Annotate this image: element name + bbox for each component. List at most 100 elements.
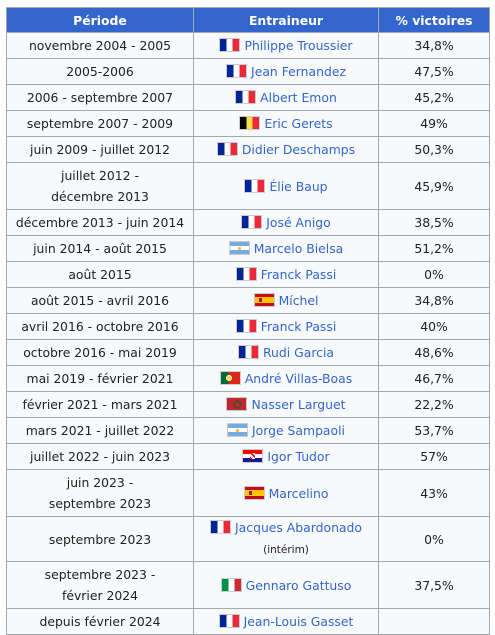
period-text: juillet 2012 - décembre 2013	[51, 168, 149, 204]
period-text: mai 2019 - février 2021	[26, 371, 174, 386]
coach-link[interactable]: Albert Emon	[260, 90, 337, 105]
period-text: août 2015 - avril 2016	[30, 293, 170, 308]
period-cell: juillet 2022 - juin 2023	[6, 443, 194, 470]
period-text: août 2015	[68, 267, 132, 282]
coach-cell: Rudi Garcia	[193, 339, 379, 366]
coach-cell: Albert Emon	[193, 84, 379, 111]
coach-link[interactable]: Marcelino	[268, 485, 329, 501]
coach-cell: Marcelo Bielsa	[193, 235, 379, 262]
win-pct-cell: 53,7%	[378, 417, 490, 444]
coach-cell: Didier Deschamps	[193, 136, 379, 163]
win-pct-cell: 45,9%	[378, 162, 490, 210]
win-pct-cell: 57%	[378, 443, 490, 470]
france-flag-icon	[216, 142, 238, 156]
table-row: 2005-2006 Jean Fernandez 47,5%	[6, 58, 490, 85]
coach-cell: Igor Tudor	[193, 443, 379, 470]
period-cell: avril 2016 - octobre 2016	[6, 313, 194, 340]
table-row: août 2015 Franck Passi 0%	[6, 261, 490, 288]
italy-flag-icon	[220, 577, 242, 592]
table-row: avril 2016 - octobre 2016 Franck Passi 40%	[6, 313, 490, 340]
coach-note: (intérim)	[263, 544, 309, 556]
coach-cell: Eric Gerets	[193, 110, 379, 137]
coach-cell: Philippe Troussier	[193, 32, 379, 59]
coach-link[interactable]: Jacques Abardonado	[235, 520, 362, 535]
coach-link[interactable]: Míchel	[278, 293, 319, 308]
france-flag-icon	[210, 520, 232, 534]
france-flag-icon	[241, 215, 263, 229]
spain-flag-icon	[243, 485, 265, 500]
coach-cell: Jacques Abardonado (intérim)	[193, 516, 379, 562]
table-row: juin 2023 - septembre 2023 Marcelino 43%	[6, 469, 490, 517]
argentina-flag-icon	[227, 423, 248, 437]
coach-cell: Franck Passi	[193, 261, 379, 288]
period-text: mars 2021 - juillet 2022	[25, 423, 175, 438]
win-pct-cell: 51,2%	[378, 235, 490, 262]
table-row: février 2021 - mars 2021 Nasser Larguet 22…	[6, 391, 490, 418]
period-cell: décembre 2013 - juin 2014	[6, 209, 194, 236]
coach-link[interactable]: Igor Tudor	[267, 449, 330, 464]
period-cell: septembre 2023	[6, 516, 194, 562]
coach-cell: Marcelino	[193, 469, 379, 517]
period-cell: août 2015 - avril 2016	[6, 287, 194, 314]
coach-link[interactable]: Philippe Troussier	[244, 38, 353, 53]
win-pct-cell: 0%	[378, 516, 490, 562]
win-pct-cell: 37,5%	[378, 561, 490, 609]
win-pct-cell: 40%	[378, 313, 490, 340]
morocco-flag-icon	[226, 397, 248, 411]
coach-link[interactable]: André Villas-Boas	[244, 371, 353, 386]
period-cell: 2006 - septembre 2007	[6, 84, 194, 111]
table-row: juillet 2022 - juin 2023 Igor Tudor 57%	[6, 443, 490, 470]
period-cell: août 2015	[6, 261, 194, 288]
period-cell: novembre 2004 - 2005	[6, 32, 194, 59]
france-flag-icon	[235, 319, 257, 333]
table-body: novembre 2004 - 2005 Philippe Troussier 34…	[6, 32, 490, 635]
coach-link[interactable]: Marcelo Bielsa	[253, 241, 344, 256]
table-row: mai 2019 - février 2021 André Villas-Boas…	[6, 365, 490, 392]
coach-link[interactable]: Gennaro Gattuso	[245, 577, 352, 593]
spain-flag-icon	[253, 293, 275, 307]
win-pct-cell: 43%	[378, 469, 490, 517]
coach-link[interactable]: Élie Baup	[269, 178, 328, 194]
period-text: septembre 2023 - février 2024	[44, 567, 156, 603]
win-pct-cell: 45,2%	[378, 84, 490, 111]
header-period: Période	[6, 7, 194, 33]
belgium-flag-icon	[239, 116, 261, 130]
coach-link[interactable]: Nasser Larguet	[251, 397, 346, 412]
coach-link[interactable]: Eric Gerets	[264, 116, 333, 131]
win-pct-cell: 34,8%	[378, 287, 490, 314]
coach-link[interactable]: Didier Deschamps	[241, 142, 356, 157]
coach-link[interactable]: Jean-Louis Gasset	[243, 614, 354, 629]
win-pct-cell: 46,7%	[378, 365, 490, 392]
table-row: novembre 2004 - 2005 Philippe Troussier 34…	[6, 32, 490, 59]
period-text: septembre 2007 - 2009	[26, 116, 174, 131]
period-text: 2006 - septembre 2007	[26, 90, 174, 105]
coach-link[interactable]: Franck Passi	[260, 267, 337, 282]
win-pct-cell: 38,5%	[378, 209, 490, 236]
period-cell: 2005-2006	[6, 58, 194, 85]
period-cell: juin 2023 - septembre 2023	[6, 469, 194, 517]
table-row: 2006 - septembre 2007 Albert Emon 45,2%	[6, 84, 490, 111]
coach-link[interactable]: Franck Passi	[260, 319, 337, 334]
coach-link[interactable]: Rudi Garcia	[262, 345, 334, 360]
table-row: octobre 2016 - mai 2019 Rudi Garcia 48,6%	[6, 339, 490, 366]
coach-cell: Franck Passi	[193, 313, 379, 340]
period-text: avril 2016 - octobre 2016	[21, 319, 179, 334]
table-row: juin 2014 - août 2015 Marcelo Bielsa 51,2%	[6, 235, 490, 262]
table-row: depuis février 2024 Jean-Louis Gasset	[6, 608, 490, 635]
period-cell: juin 2014 - août 2015	[6, 235, 194, 262]
period-cell: mai 2019 - février 2021	[6, 365, 194, 392]
coach-link[interactable]: Jorge Sampaoli	[252, 423, 345, 438]
coach-cell: André Villas-Boas	[193, 365, 379, 392]
period-cell: septembre 2007 - 2009	[6, 110, 194, 137]
period-cell: depuis février 2024	[6, 608, 194, 635]
period-text: juin 2009 - juillet 2012	[30, 142, 170, 157]
coach-link[interactable]: José Anigo	[266, 215, 331, 230]
coach-cell: Gennaro Gattuso	[193, 561, 379, 609]
table-row: septembre 2023 - février 2024 Gennaro Gat…	[6, 561, 490, 609]
header-win-pct: % victoires	[378, 7, 490, 33]
table-row: juin 2009 - juillet 2012 Didier Deschamps…	[6, 136, 490, 163]
period-cell: mars 2021 - juillet 2022	[6, 417, 194, 444]
coach-link[interactable]: Jean Fernandez	[251, 64, 346, 79]
period-cell: juillet 2012 - décembre 2013	[6, 162, 194, 210]
france-flag-icon	[235, 90, 257, 104]
